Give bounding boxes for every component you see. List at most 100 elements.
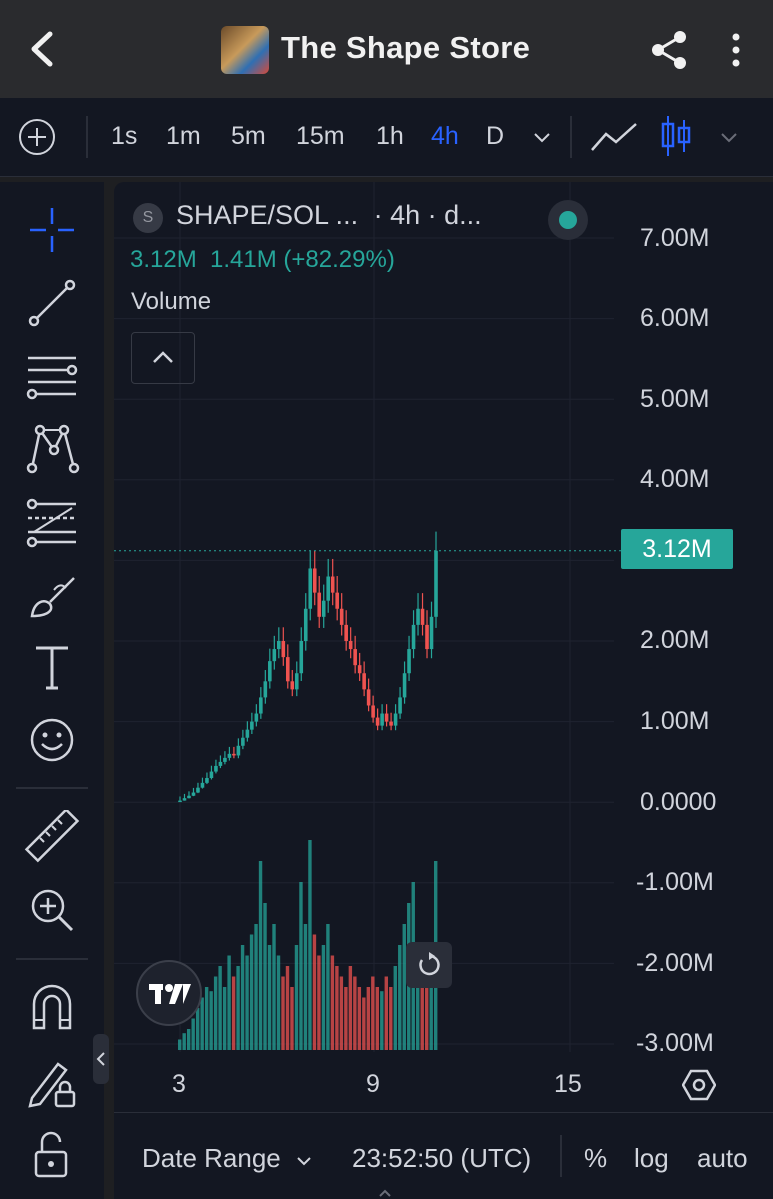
- back-arrow-icon[interactable]: [22, 24, 62, 74]
- collapse-toolbar-button[interactable]: [93, 1034, 109, 1084]
- candle-body: [371, 705, 375, 718]
- volume-bar: [344, 987, 348, 1050]
- add-indicator-icon[interactable]: [18, 118, 56, 156]
- utc-clock[interactable]: 23:52:50 (UTC): [352, 1143, 532, 1173]
- chart-pane[interactable]: S SHAPE/SOL ... · 4h · d... 3.12M 1.41M …: [114, 182, 773, 1199]
- volume-bar: [339, 976, 344, 1050]
- tradingview-logo[interactable]: [136, 960, 202, 1026]
- auto-toggle[interactable]: auto: [697, 1143, 748, 1173]
- app-avatar: [221, 26, 269, 74]
- toolbar-divider: [570, 116, 572, 158]
- text-icon[interactable]: [24, 640, 80, 696]
- timeframe-1s[interactable]: 1s: [111, 122, 138, 150]
- horizontal-lines-icon[interactable]: [24, 348, 80, 404]
- candle-body: [290, 681, 295, 690]
- candle-body: [227, 753, 232, 758]
- volume-bar: [294, 945, 299, 1050]
- candle-body: [339, 608, 344, 625]
- volume-bar: [299, 882, 303, 1050]
- candle-body: [429, 616, 434, 650]
- market-status-indicator[interactable]: [548, 200, 588, 240]
- volume-bar: [254, 924, 258, 1050]
- candle-body: [312, 568, 317, 593]
- volume-bar: [249, 934, 254, 1050]
- volume-bar: [245, 955, 249, 1050]
- timeframe-1h[interactable]: 1h: [376, 122, 404, 150]
- volume-bar: [263, 903, 267, 1050]
- settings-icon[interactable]: [682, 1068, 716, 1102]
- fib-icon[interactable]: [24, 494, 80, 550]
- candle-body: [178, 800, 182, 803]
- candle-body: [326, 576, 331, 601]
- candle-body: [425, 624, 429, 650]
- log-toggle[interactable]: log: [634, 1143, 669, 1173]
- ohlc-values: 3.12M 1.41M (+82.29%): [130, 246, 395, 273]
- volume-bar: [191, 1018, 195, 1050]
- more-vertical-icon[interactable]: [724, 30, 748, 70]
- candle-body: [263, 681, 268, 698]
- volume-bar: [389, 987, 393, 1050]
- timeframe-d[interactable]: D: [486, 122, 505, 150]
- unlock-icon[interactable]: [24, 1126, 80, 1182]
- volume-bar: [375, 987, 380, 1050]
- candle-body: [232, 753, 236, 756]
- date-range-label: Date Range: [142, 1143, 281, 1173]
- crosshair-icon[interactable]: [24, 202, 80, 258]
- volume-bar: [276, 955, 281, 1050]
- chart-plot[interactable]: [114, 182, 773, 1052]
- candle-body: [241, 737, 245, 746]
- volume-bar: [353, 976, 357, 1050]
- reset-chart-button[interactable]: [406, 942, 452, 988]
- brush-icon[interactable]: [24, 568, 80, 624]
- ruler-icon[interactable]: [24, 810, 80, 866]
- timeframe-5m[interactable]: 5m: [231, 122, 266, 150]
- symbol-name: SHAPE/SOL ...: [176, 200, 359, 230]
- candle-body: [416, 608, 420, 625]
- date-range-button[interactable]: Date Range: [142, 1143, 312, 1174]
- volume-bar: [384, 976, 388, 1050]
- symbol-title[interactable]: SHAPE/SOL ... · 4h · d...: [176, 200, 482, 231]
- price-axis-label: -3.00M: [636, 1029, 714, 1057]
- collapse-legend-button[interactable]: [131, 332, 195, 384]
- volume-label: Volume: [131, 288, 212, 315]
- candle-body: [348, 641, 353, 650]
- chart-toolbar: 1s 1m 5m 15m 1h 4h D: [0, 98, 773, 177]
- bottom-divider: [560, 1135, 562, 1177]
- magnet-icon[interactable]: [24, 980, 80, 1036]
- volume-bar: [290, 987, 294, 1050]
- symbol-interval: · 4h · d...: [373, 200, 482, 230]
- candle-body: [245, 729, 250, 738]
- trend-line-icon[interactable]: [24, 275, 80, 331]
- candles-icon[interactable]: [660, 114, 692, 158]
- timeframe-4h[interactable]: 4h: [431, 122, 459, 150]
- candle-body: [209, 771, 214, 779]
- zoom-in-icon[interactable]: [24, 882, 80, 938]
- volume-bar: [218, 966, 222, 1050]
- toolbar-divider: [16, 787, 88, 789]
- page-title: The Shape Store: [281, 30, 531, 65]
- candle-body: [223, 757, 227, 762]
- line-chart-icon[interactable]: [590, 120, 638, 154]
- volume-bar: [348, 966, 353, 1050]
- time-axis-label: 15: [554, 1070, 582, 1098]
- chevron-down-icon[interactable]: [718, 126, 740, 148]
- timeframe-15m[interactable]: 15m: [296, 122, 345, 150]
- emoji-icon[interactable]: [24, 712, 80, 768]
- price-axis-label: 7.00M: [640, 224, 710, 252]
- time-axis[interactable]: 3 9 15: [114, 1052, 773, 1112]
- up-arrow-icon[interactable]: [378, 1188, 392, 1199]
- candle-body: [205, 778, 209, 783]
- pattern-icon[interactable]: [24, 420, 80, 476]
- chart-bottom-bar: Date Range 23:52:50 (UTC) % log auto: [114, 1112, 773, 1199]
- volume-bar: [393, 966, 397, 1050]
- lock-pencil-icon[interactable]: [24, 1054, 80, 1110]
- volume-bar: [182, 1033, 186, 1050]
- candle-body: [353, 649, 357, 666]
- percent-toggle[interactable]: %: [584, 1143, 608, 1173]
- timeframe-1m[interactable]: 1m: [166, 122, 201, 150]
- volume-bar: [366, 987, 371, 1050]
- chevron-down-icon[interactable]: [531, 126, 553, 148]
- share-icon[interactable]: [648, 28, 690, 72]
- chevron-down-icon: [297, 1157, 311, 1166]
- volume-bar: [213, 976, 218, 1050]
